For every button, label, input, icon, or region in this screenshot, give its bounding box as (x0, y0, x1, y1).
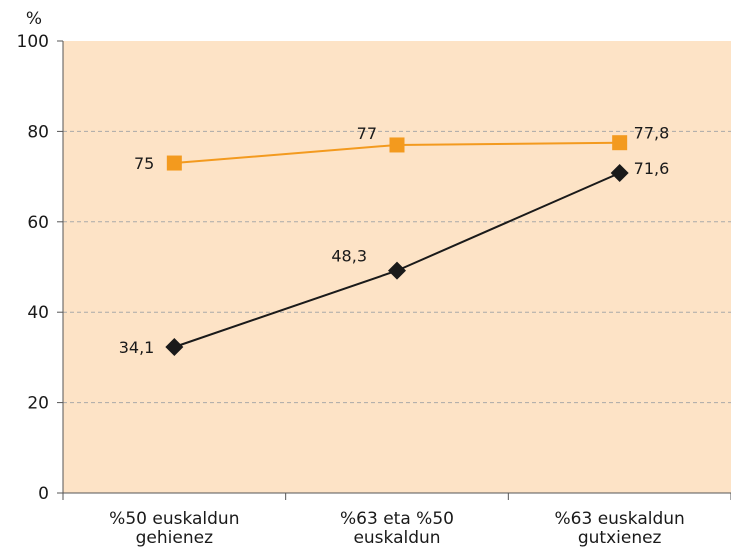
y-tick-labels: 0 20 40 60 80 100 (17, 32, 49, 504)
y-tick-label: 100 (17, 32, 49, 52)
data-label: 34,1 (119, 338, 155, 357)
y-tick-label: 60 (27, 213, 49, 233)
data-point-diamond (388, 261, 406, 280)
data-label: 77 (357, 124, 377, 143)
data-point-square (612, 135, 628, 151)
x-tick-label-line: gutxienez (578, 528, 662, 548)
x-tick-label-line: gehienez (136, 528, 213, 548)
data-label: 71,6 (634, 159, 670, 178)
series-group: 75 77 77,8 34,1 48,3 71,6 (119, 124, 670, 357)
data-label: 77,8 (634, 124, 670, 143)
x-tick-label: %63 euskaldun gutxienez (555, 509, 685, 548)
x-tick-label-line: %63 euskaldun (555, 509, 685, 529)
x-tick-label-line: %63 eta %50 (340, 509, 454, 529)
gridlines (63, 130, 731, 404)
data-point-diamond (610, 163, 629, 182)
data-point-diamond (165, 338, 184, 357)
x-tick-label: %63 eta %50 euskaldun (340, 509, 454, 548)
y-axis-label: % (26, 9, 42, 29)
data-label: 48,3 (331, 247, 367, 266)
axes (57, 40, 731, 500)
y-tick-label: 40 (27, 303, 49, 323)
data-label: 75 (134, 154, 154, 173)
x-tick-label: %50 euskaldun gehienez (109, 509, 239, 548)
x-tick-labels: %50 euskaldun gehienez %63 eta %50 euskaldu… (109, 509, 685, 548)
data-point-square (389, 137, 405, 153)
data-point-square (166, 155, 182, 171)
y-tick-label: 0 (38, 484, 49, 504)
x-tick-label-line: %50 euskaldun (109, 509, 239, 529)
x-tick-label-line: euskaldun (353, 528, 440, 548)
y-tick-label: 20 (27, 394, 49, 414)
y-tick-label: 80 (27, 122, 49, 142)
